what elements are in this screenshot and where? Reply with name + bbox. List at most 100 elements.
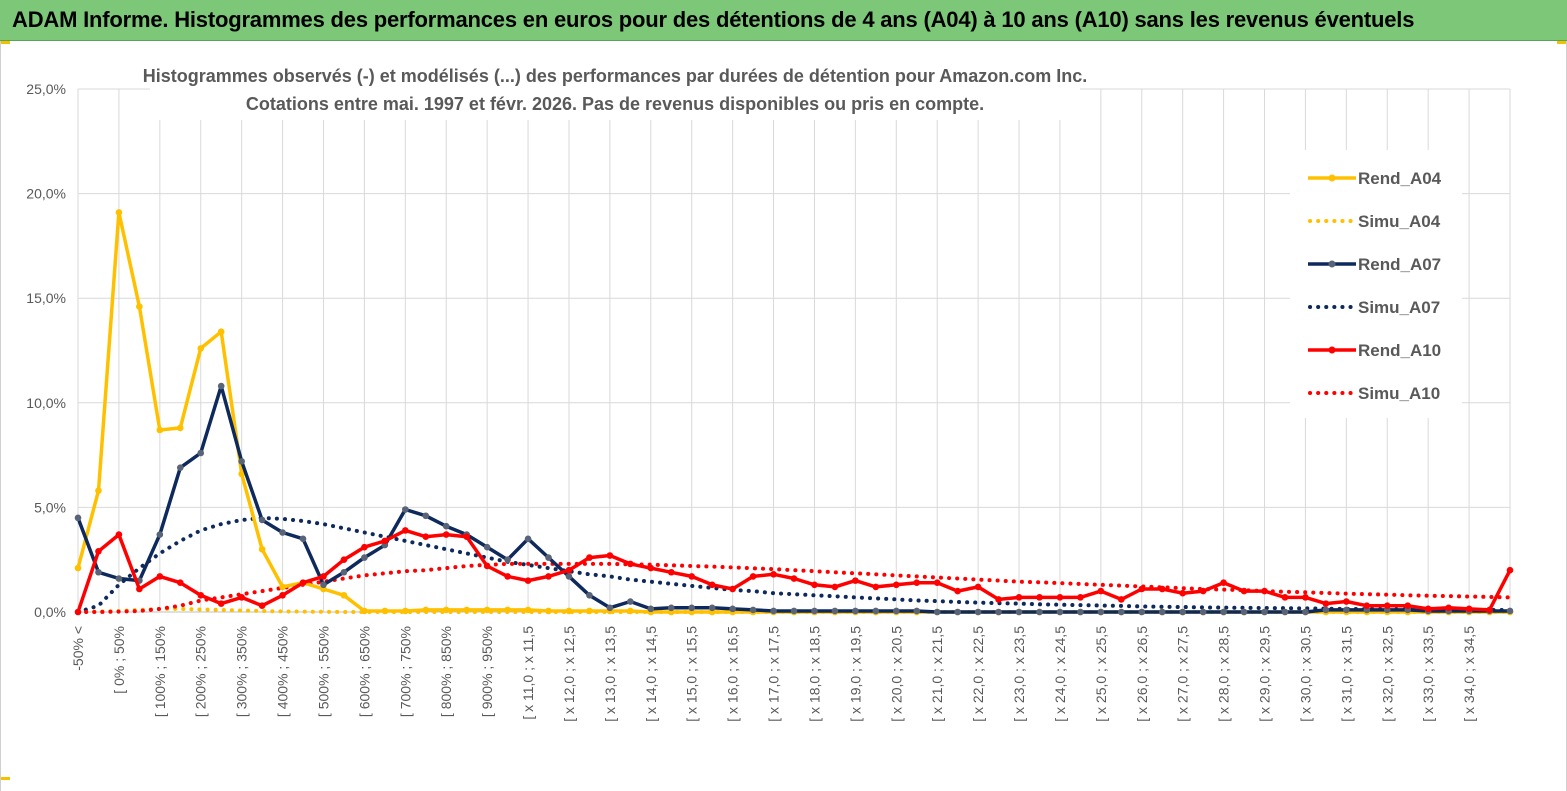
- y-tick-label: 15,0%: [26, 290, 66, 306]
- data-point-rend-a07: [1179, 608, 1186, 616]
- data-point-rend-a10: [1486, 606, 1493, 614]
- data-point-rend-a07: [647, 605, 655, 613]
- data-point-rend-a07: [954, 608, 961, 616]
- series-line-simu-a07: [76, 515, 1512, 614]
- data-point-rend-a10: [770, 571, 777, 578]
- data-point-rend-a07: [933, 608, 941, 616]
- data-point-rend-a10: [402, 527, 409, 534]
- x-tick-label: [ 500% ; 550%: [315, 626, 331, 717]
- data-point-rend-a10: [954, 587, 961, 595]
- x-tick-label: [ x 31,0 ; x 31,5: [1338, 626, 1354, 722]
- data-point-rend-a10: [1424, 605, 1432, 613]
- data-point-rend-a07: [115, 575, 123, 582]
- data-point-rend-a10: [1015, 594, 1023, 601]
- data-point-rend-a10: [1404, 602, 1412, 610]
- data-point-rend-a04: [238, 470, 245, 478]
- data-point-rend-a10: [1322, 600, 1330, 607]
- x-tick-label: [ x 33,0 ; x 33,5: [1420, 626, 1436, 722]
- data-point-rend-a10: [1302, 594, 1309, 601]
- data-point-rend-a07: [1118, 608, 1125, 616]
- data-point-rend-a07: [1322, 606, 1330, 614]
- data-point-rend-a10: [1281, 594, 1289, 601]
- data-point-rend-a04: [136, 303, 143, 310]
- data-point-rend-a10: [74, 608, 82, 616]
- data-point-rend-a07: [1199, 608, 1207, 616]
- data-point-rend-a04: [115, 209, 123, 216]
- data-point-rend-a07: [1281, 608, 1289, 616]
- x-tick-label: [ 0% ; 50%: [111, 626, 127, 694]
- legend-label-rend-a10: Rend_A10: [1358, 341, 1441, 360]
- data-point-rend-a10: [1363, 602, 1371, 610]
- data-point-rend-a10: [95, 548, 102, 555]
- data-point-rend-a07: [606, 604, 614, 612]
- data-point-rend-a04: [524, 606, 532, 614]
- chart-title: Histogrammes observés (-) et modélisés (…: [143, 66, 1088, 86]
- legend-label-rend-a07: Rend_A07: [1358, 255, 1441, 274]
- data-point-rend-a07: [361, 554, 368, 561]
- data-point-rend-a10: [258, 602, 266, 610]
- data-point-rend-a07: [811, 607, 818, 615]
- x-tick-label: [ x 19,0 ; x 19,5: [847, 626, 863, 722]
- data-point-rend-a10: [627, 560, 634, 568]
- data-point-rend-a04: [74, 564, 82, 572]
- data-point-rend-a04: [156, 426, 164, 434]
- data-point-rend-a10: [892, 581, 900, 589]
- data-point-rend-a04: [95, 487, 102, 494]
- x-axis: -50% < [ 0% ; 50% [ 100% ; 150% [ 200% ; 25…: [70, 611, 1510, 722]
- data-point-rend-a07: [1343, 606, 1350, 614]
- data-point-rend-a04: [483, 606, 491, 614]
- x-tick-label: [ 600% ; 650%: [356, 626, 372, 717]
- data-point-rend-a04: [340, 591, 348, 599]
- data-point-rend-a10: [361, 543, 368, 551]
- x-tick-label: [ x 12,0 ; x 12,5: [561, 626, 577, 722]
- data-point-rend-a07: [1077, 608, 1084, 616]
- data-point-rend-a10: [913, 579, 921, 587]
- report-title: ADAM Informe. Histogrammes des performan…: [12, 7, 1415, 32]
- data-point-rend-a10: [524, 577, 532, 584]
- data-point-rend-a04: [381, 607, 389, 615]
- data-point-rend-a04: [627, 607, 634, 615]
- data-point-rend-a10: [136, 585, 143, 593]
- data-point-rend-a07: [749, 606, 757, 614]
- data-point-rend-a10: [176, 579, 184, 587]
- x-tick-label: [ x 25,0 ; x 25,5: [1093, 626, 1109, 722]
- data-point-rend-a10: [1199, 587, 1207, 595]
- x-tick-label: [ x 23,0 ; x 23,5: [1011, 626, 1027, 722]
- x-tick-label: [ 400% ; 450%: [275, 626, 291, 717]
- data-point-rend-a04: [586, 607, 593, 615]
- legend-marker-rend-a07: [1328, 260, 1336, 268]
- x-tick-label: [ x 13,0 ; x 13,5: [602, 626, 618, 722]
- x-tick-label: [ x 20,0 ; x 20,5: [888, 626, 904, 722]
- x-tick-label: [ x 34,0 ; x 34,5: [1461, 626, 1477, 722]
- data-point-rend-a04: [176, 424, 184, 432]
- x-tick-label: [ x 14,0 ; x 14,5: [643, 626, 659, 722]
- corner-mark-top-left: [0, 41, 10, 44]
- data-point-rend-a07: [258, 516, 266, 524]
- data-point-rend-a10: [1220, 579, 1227, 587]
- y-axis: 0,0% 5,0% 10,0% 15,0% 20,0% 25,0%: [26, 81, 66, 620]
- x-tick-label: [ 700% ; 750%: [397, 626, 413, 717]
- data-point-rend-a04: [422, 606, 430, 614]
- data-point-rend-a10: [1343, 598, 1350, 605]
- data-point-rend-a10: [1077, 594, 1084, 601]
- x-tick-label: [ 300% ; 350%: [234, 626, 250, 717]
- report-banner: ADAM Informe. Histogrammes des performan…: [0, 0, 1567, 41]
- legend: Rend_A04 Simu_A04 Rend_A07 Simu_A07 Rend_A10…: [1308, 169, 1442, 403]
- data-point-rend-a07: [1220, 608, 1227, 616]
- data-point-rend-a10: [790, 575, 798, 582]
- chart-title-background: [150, 62, 1080, 120]
- data-point-rend-a10: [1445, 604, 1452, 612]
- data-point-rend-a07: [1302, 608, 1309, 616]
- legend-label-simu-a07: Simu_A07: [1358, 298, 1440, 317]
- data-point-rend-a10: [708, 581, 716, 589]
- data-point-rend-a07: [299, 535, 307, 543]
- data-point-rend-a10: [667, 568, 675, 576]
- data-point-rend-a07: [1056, 608, 1064, 616]
- data-point-rend-a10: [852, 577, 859, 584]
- x-tick-label: [ 800% ; 850%: [438, 626, 454, 717]
- data-point-rend-a07: [790, 607, 798, 615]
- x-tick-label: [ x 11,0 ; x 11,5: [520, 626, 536, 720]
- data-point-rend-a07: [892, 607, 900, 615]
- data-point-rend-a07: [913, 607, 921, 615]
